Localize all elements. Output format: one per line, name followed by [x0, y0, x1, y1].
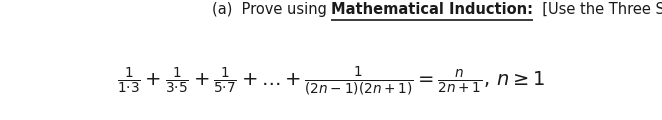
Text: Mathematical Induction:: Mathematical Induction:	[331, 2, 533, 17]
Text: [Use the Three Step solution]: [Use the Three Step solution]	[533, 2, 662, 17]
Text: $\frac{1}{1{\cdot}3}+\frac{1}{3{\cdot}5}+\frac{1}{5{\cdot}7}+\ldots+\frac{1}{(2n: $\frac{1}{1{\cdot}3}+\frac{1}{3{\cdot}5}…	[117, 66, 545, 97]
Text: (a)  Prove using: (a) Prove using	[211, 2, 331, 17]
